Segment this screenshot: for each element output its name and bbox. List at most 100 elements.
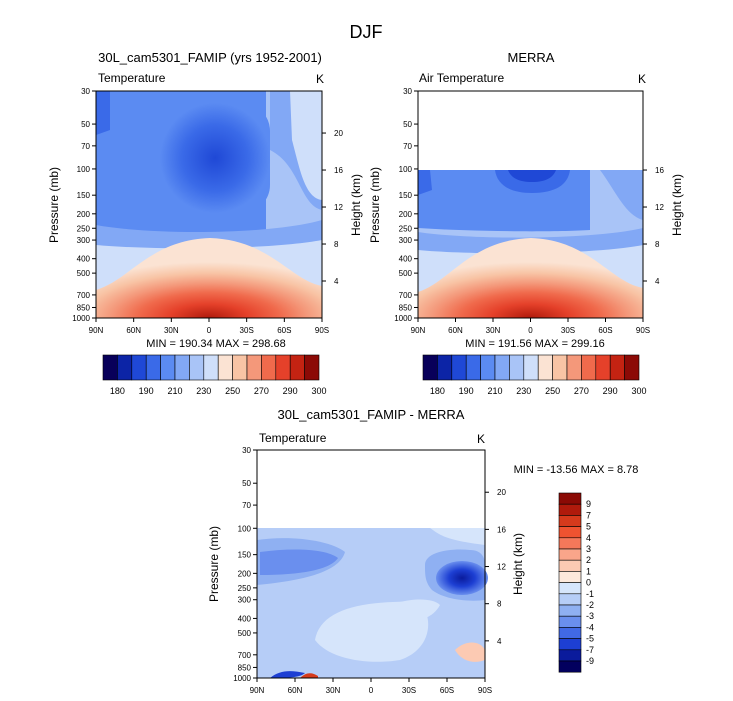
colorbar-label: 250 bbox=[545, 386, 560, 396]
colorbar-swatch bbox=[289, 354, 305, 381]
colorbar-swatch bbox=[558, 537, 582, 550]
panel-title: 30L_cam5301_FAMIP (yrs 1952-2001) bbox=[98, 50, 322, 65]
x-tick-label: 90N bbox=[250, 686, 265, 695]
colorbar-label: 250 bbox=[225, 386, 240, 396]
colorbar bbox=[422, 354, 640, 381]
x-tick-label: 90N bbox=[89, 326, 104, 335]
y-tick-label: 400 bbox=[399, 255, 413, 264]
panel-units-label: K bbox=[638, 72, 646, 86]
panel-left-label: Temperature bbox=[259, 431, 327, 445]
colorbar-swatch bbox=[558, 548, 582, 561]
colorbar-swatch bbox=[558, 638, 582, 651]
colorbar-swatch bbox=[465, 354, 481, 381]
colorbar-swatch bbox=[558, 660, 582, 673]
colorbar-swatch bbox=[102, 354, 118, 381]
colorbar-swatch bbox=[174, 354, 190, 381]
y-tick-label: 300 bbox=[77, 236, 91, 245]
y-tick-label: 100 bbox=[399, 165, 413, 174]
y2-axis-title: Height (km) bbox=[670, 174, 684, 236]
y-tick-label: 700 bbox=[238, 651, 252, 660]
y-tick-label: 30 bbox=[242, 446, 251, 455]
panel-reanalysis: MERRA Air Temperature K Pressure (mb) He… bbox=[368, 50, 684, 396]
y-tick-label: 150 bbox=[399, 191, 413, 200]
x-tick-label: 0 bbox=[369, 686, 374, 695]
colorbar-swatch bbox=[160, 354, 176, 381]
x-tick-label: 60N bbox=[126, 326, 141, 335]
colorbar-swatch bbox=[581, 354, 597, 381]
y-tick-label: 70 bbox=[81, 142, 90, 151]
height-tick-label: 8 bbox=[497, 600, 502, 609]
x-tick-label: 60N bbox=[448, 326, 463, 335]
height-tick-label: 8 bbox=[334, 240, 339, 249]
y-tick-label: 850 bbox=[77, 303, 91, 312]
colorbar-swatch bbox=[217, 354, 233, 381]
colorbar-label: 5 bbox=[586, 522, 591, 532]
y-tick-label: 500 bbox=[238, 629, 252, 638]
panel-difference: 30L_cam5301_FAMIP - MERRA Temperature K … bbox=[207, 407, 638, 695]
y2-axis-title: Height (km) bbox=[349, 174, 363, 236]
colorbar-label: 270 bbox=[574, 386, 589, 396]
colorbar-label: -2 bbox=[586, 600, 594, 610]
y-tick-label: 400 bbox=[77, 255, 91, 264]
y-tick-label: 1000 bbox=[394, 314, 412, 323]
figure-title: DJF bbox=[350, 22, 383, 42]
x-tick-label: 30N bbox=[326, 686, 341, 695]
colorbar-label: -5 bbox=[586, 634, 594, 644]
colorbar-swatch bbox=[509, 354, 525, 381]
colorbar-swatch bbox=[131, 354, 147, 381]
y2-axis-title: Height (km) bbox=[511, 533, 525, 595]
y-tick-label: 70 bbox=[242, 501, 251, 510]
height-tick-label: 20 bbox=[497, 488, 506, 497]
colorbar-label: 3 bbox=[586, 544, 591, 554]
x-tick-label: 60S bbox=[440, 686, 454, 695]
colorbar-swatch bbox=[558, 593, 582, 606]
colorbar-label: 210 bbox=[167, 386, 182, 396]
contour-field bbox=[257, 450, 488, 678]
colorbar-label: 300 bbox=[311, 386, 326, 396]
y-tick-label: 50 bbox=[242, 479, 251, 488]
y-tick-label: 200 bbox=[399, 210, 413, 219]
y-tick-label: 250 bbox=[77, 224, 91, 233]
colorbar-label: 230 bbox=[196, 386, 211, 396]
height-tick-label: 12 bbox=[655, 203, 664, 212]
colorbar-swatch bbox=[558, 582, 582, 595]
colorbar-swatch bbox=[232, 354, 248, 381]
colorbar-label: -9 bbox=[586, 656, 594, 666]
height-tick-label: 12 bbox=[497, 563, 506, 572]
y-tick-label: 850 bbox=[238, 663, 252, 672]
height-tick-label: 20 bbox=[334, 129, 343, 138]
colorbar-label: 9 bbox=[586, 499, 591, 509]
colorbar-swatch bbox=[558, 503, 582, 516]
colorbar-label: 190 bbox=[459, 386, 474, 396]
colorbar-swatch bbox=[609, 354, 625, 381]
y-tick-label: 500 bbox=[399, 269, 413, 278]
y-tick-label: 700 bbox=[399, 291, 413, 300]
y-tick-label: 300 bbox=[238, 596, 252, 605]
y-tick-label: 700 bbox=[77, 291, 91, 300]
y-tick-label: 400 bbox=[238, 614, 252, 623]
panel-title: 30L_cam5301_FAMIP - MERRA bbox=[278, 407, 465, 422]
x-tick-label: 30S bbox=[240, 326, 254, 335]
colorbar-swatch bbox=[261, 354, 277, 381]
colorbar-swatch bbox=[558, 492, 582, 505]
colorbar-swatch bbox=[275, 354, 291, 381]
y-tick-label: 150 bbox=[77, 191, 91, 200]
x-tick-label: 30N bbox=[164, 326, 179, 335]
x-tick-label: 60S bbox=[277, 326, 291, 335]
y-tick-label: 50 bbox=[81, 120, 90, 129]
x-tick-label: 90S bbox=[636, 326, 650, 335]
colorbar-swatch bbox=[537, 354, 553, 381]
colorbar-label: 180 bbox=[430, 386, 445, 396]
panel-units-label: K bbox=[316, 72, 324, 86]
x-tick-label: 30S bbox=[561, 326, 575, 335]
colorbar-swatch bbox=[558, 649, 582, 662]
colorbar-swatch bbox=[203, 354, 219, 381]
y-tick-label: 250 bbox=[399, 224, 413, 233]
colorbar-label: -7 bbox=[586, 645, 594, 655]
colorbar-label: 230 bbox=[516, 386, 531, 396]
colorbar-swatch bbox=[558, 604, 582, 617]
colorbar-swatch bbox=[451, 354, 467, 381]
y-tick-label: 300 bbox=[399, 236, 413, 245]
y-tick-label: 30 bbox=[81, 87, 90, 96]
